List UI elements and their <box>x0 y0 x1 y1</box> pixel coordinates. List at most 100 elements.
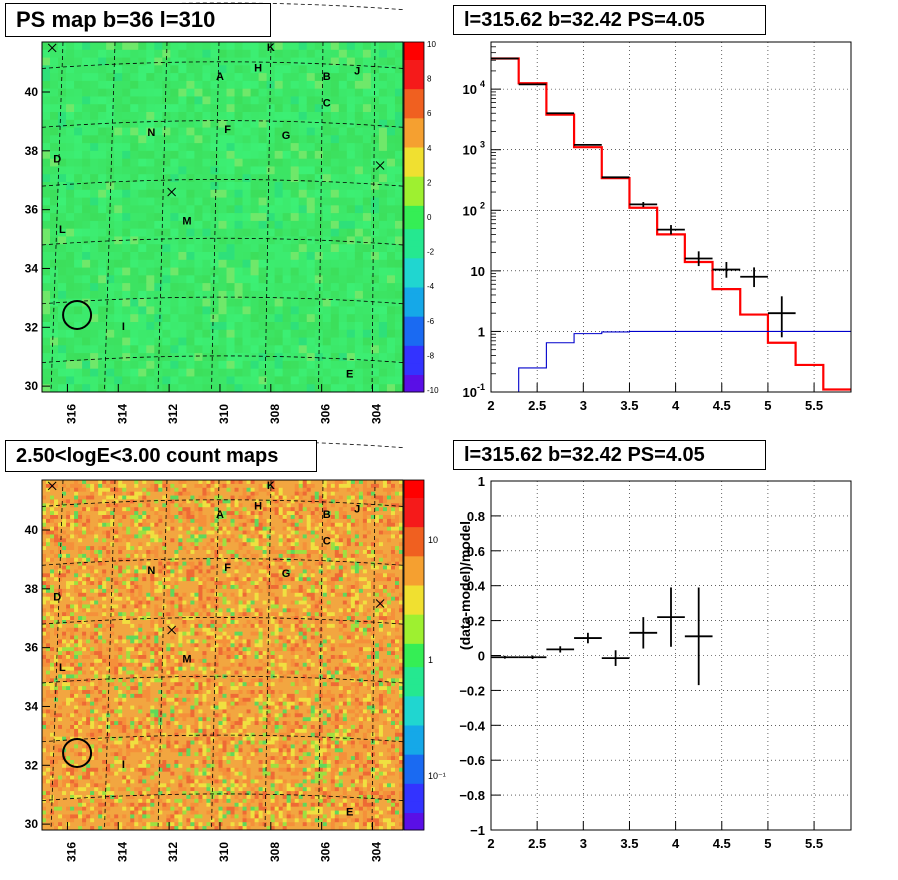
count-map-pixel <box>86 772 90 776</box>
ps-map-pixel <box>363 345 371 353</box>
count-map-pixel <box>98 760 102 764</box>
count-map-pixel <box>118 772 122 776</box>
ps-map-pixel <box>218 205 226 213</box>
ps-map-pixel <box>178 166 186 174</box>
count-map-pixel <box>78 776 82 780</box>
count-map-pixel <box>166 643 170 647</box>
count-map-pixel <box>166 569 170 573</box>
ps-map-pixel <box>283 143 291 151</box>
ps-map-pixel <box>331 81 339 89</box>
ps-map-pixel <box>395 135 403 143</box>
count-map-pixel <box>118 573 122 577</box>
count-map-pixel <box>134 601 138 605</box>
ps-map-pixel <box>227 330 235 338</box>
count-map-pixel <box>166 706 170 710</box>
ps-map-pixel <box>98 81 106 89</box>
count-map-pixel <box>50 546 54 550</box>
ps-map-pixel <box>307 65 315 73</box>
count-map-pixel <box>166 604 170 608</box>
count-map-pixel <box>114 690 118 694</box>
count-map-pixel <box>94 799 98 803</box>
ps-map-pixel <box>371 283 379 291</box>
count-map-pixel <box>74 488 78 492</box>
count-map-pixel <box>102 593 106 597</box>
count-map-pixel <box>118 593 122 597</box>
count-map-pixel <box>142 624 146 628</box>
ps-map-pixel <box>355 135 363 143</box>
count-map-pixel <box>98 717 102 721</box>
count-map-pixel <box>98 585 102 589</box>
ps-map-pixel <box>347 205 355 213</box>
ps-map-pixel <box>66 244 74 252</box>
count-map-pixel <box>94 593 98 597</box>
count-map-pixel <box>50 807 54 811</box>
count-map-pixel <box>58 585 62 589</box>
count-map-pixel <box>86 542 90 546</box>
ps-map-pixel <box>98 73 106 81</box>
ps-map-pixel <box>42 275 50 283</box>
count-map-pixel <box>58 760 62 764</box>
count-map-pixel <box>134 807 138 811</box>
ps-map-pixel <box>114 81 122 89</box>
count-map-pixel <box>114 706 118 710</box>
ps-map-pixel <box>138 384 146 392</box>
ps-map-pixel <box>355 96 363 104</box>
count-map-pixel <box>106 597 110 601</box>
ps-map-pixel <box>331 205 339 213</box>
ps-map-pixel <box>106 120 114 128</box>
ps-map-pixel <box>210 159 218 167</box>
ps-map-pixel <box>138 229 146 237</box>
count-map-pixel <box>42 523 46 527</box>
ps-map-pixel <box>82 361 90 369</box>
count-map-pixel <box>146 717 150 721</box>
count-map-pixel <box>46 725 50 729</box>
ps-map-pixel <box>387 65 395 73</box>
count-map-pixel <box>138 822 142 826</box>
count-map-pixel <box>82 639 86 643</box>
count-map-pixel <box>90 764 94 768</box>
ps-map-pixel <box>339 96 347 104</box>
count-map-pixel <box>66 597 70 601</box>
count-map-pixel <box>90 678 94 682</box>
ps-map-pixel <box>170 73 178 81</box>
ps-map-pixel <box>42 190 50 198</box>
count-map-pixel <box>98 818 102 822</box>
ps-map-pixel <box>42 314 50 322</box>
count-map-pixel <box>118 787 122 791</box>
ps-map-pixel <box>178 353 186 361</box>
count-map-pixel <box>130 737 134 741</box>
count-map-pixel <box>74 550 78 554</box>
ps-map-pixel <box>235 190 243 198</box>
ps-map-pixel <box>58 252 66 260</box>
ps-map-pixel <box>307 135 315 143</box>
count-map-pixel <box>86 779 90 783</box>
count-map-pixel <box>50 488 54 492</box>
count-map-pixel <box>122 706 126 710</box>
count-map-pixel <box>66 721 70 725</box>
count-map-pixel <box>154 643 158 647</box>
count-map-pixel <box>42 554 46 558</box>
ps-map-pixel <box>154 213 162 221</box>
count-map-pixel <box>74 776 78 780</box>
count-map-pixel <box>118 484 122 488</box>
count-map-pixel <box>74 756 78 760</box>
count-map-pixel <box>90 608 94 612</box>
ps-map-pixel <box>243 306 251 314</box>
ps-map-pixel <box>66 58 74 66</box>
ps-map-pixel <box>339 268 347 276</box>
count-map-pixel <box>146 511 150 515</box>
ps-map-pixel <box>90 65 98 73</box>
ps-map-pixel <box>106 50 114 58</box>
ps-map-pixel <box>58 338 66 346</box>
ps-map-pixel <box>363 221 371 229</box>
ps-map-pixel <box>307 42 315 50</box>
ps-map-pixel <box>82 376 90 384</box>
count-map-pixel <box>146 636 150 640</box>
count-map-pixel <box>110 480 114 484</box>
count-map-pixel <box>146 496 150 500</box>
count-map-pixel <box>150 818 154 822</box>
ps-map-pixel <box>299 384 307 392</box>
count-map-pixel <box>142 507 146 511</box>
count-map-pixel <box>146 507 150 511</box>
ps-map-pixel <box>283 104 291 112</box>
